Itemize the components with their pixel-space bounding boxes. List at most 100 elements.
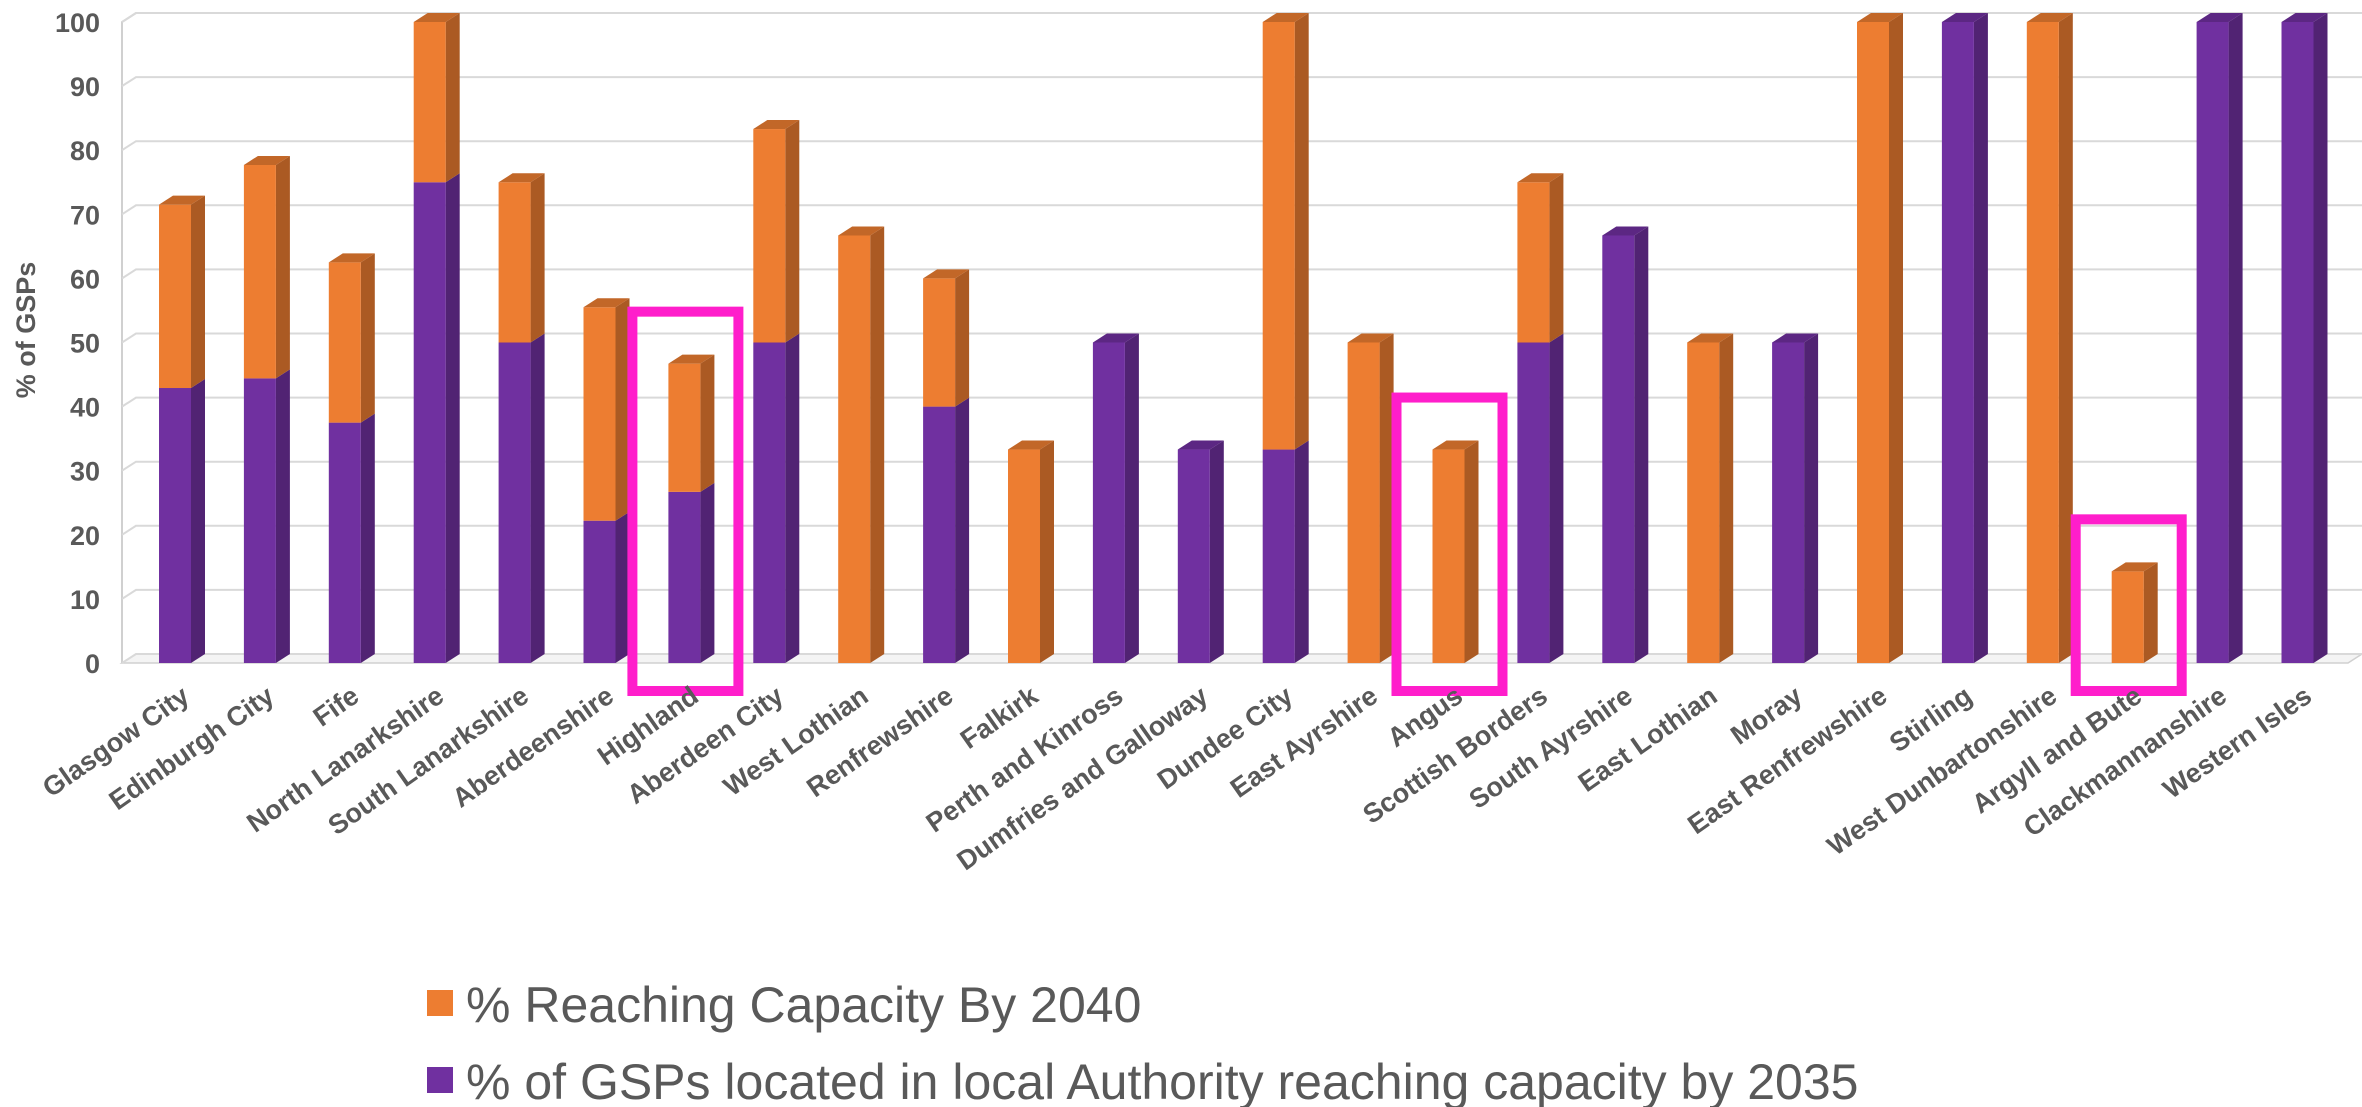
- bar-segment-top: [1857, 13, 1903, 22]
- bar-group: [838, 226, 885, 663]
- bar-segment-top: [668, 354, 715, 364]
- bar-segment-side: [2143, 562, 2158, 663]
- bar-segment-top: [328, 253, 375, 263]
- bar-group: [923, 269, 970, 663]
- bar-segment-side: [530, 333, 545, 663]
- bar-segment: [498, 182, 531, 343]
- bars: [159, 13, 2328, 663]
- bar-segment: [1602, 235, 1635, 663]
- highlight-box: [1391, 392, 1508, 696]
- bar-segment-side: [360, 413, 375, 663]
- bar-segment: [1347, 342, 1380, 663]
- x-tick-label: West Lothian: [718, 680, 874, 802]
- y-tick-label: 0: [85, 649, 100, 679]
- legend: % Reaching Capacity By 2040 % of GSPs lo…: [427, 977, 1858, 1107]
- bar-segment-side: [1804, 333, 1819, 663]
- bar-group: [1857, 13, 1903, 663]
- bar-group: [1687, 333, 1734, 663]
- bar-segment-side: [1209, 440, 1224, 663]
- bar-segment: [328, 262, 361, 423]
- bar-group: [328, 253, 375, 663]
- bar-segment-side: [275, 369, 290, 663]
- bar-segment: [753, 129, 786, 343]
- bar-segment-top: [1772, 333, 1819, 343]
- bar-segment: [583, 520, 616, 663]
- y-tick-label: 100: [55, 8, 100, 38]
- bar-segment-top: [1602, 226, 1649, 236]
- bar-segment-top: [1432, 440, 1479, 450]
- x-tick-label: Western Isles: [2158, 680, 2317, 804]
- bar-group: [668, 354, 715, 663]
- bar-segment-top: [1092, 333, 1139, 343]
- bar-segment-side: [1549, 333, 1564, 663]
- bar-segment-side: [785, 333, 800, 663]
- y-tick-label: 30: [70, 457, 100, 487]
- bar-segment: [2281, 22, 2314, 663]
- bar-group: [583, 298, 630, 663]
- bar-segment-side: [191, 379, 205, 663]
- bar-segment-side: [2313, 13, 2328, 663]
- legend-label-2035: % of GSPs located in local Authority rea…: [466, 1054, 1858, 1107]
- bar-segment-top: [159, 195, 205, 205]
- bar-segment-side: [191, 195, 205, 389]
- bar-segment: [1772, 342, 1805, 663]
- bar-segment-side: [1549, 173, 1564, 343]
- bar-segment-top: [1262, 13, 1309, 22]
- y-tick-label: 10: [70, 585, 100, 615]
- gridline: [121, 76, 2362, 87]
- bar-segment: [243, 164, 276, 379]
- bar-segment: [753, 342, 786, 663]
- bar-segment-side: [615, 298, 630, 521]
- bar-segment-top: [1008, 440, 1054, 450]
- bar-group: [159, 195, 205, 663]
- bar-segment-side: [2228, 13, 2243, 663]
- bar-segment-top: [413, 13, 460, 22]
- highlight-boxes: [627, 306, 2187, 696]
- bar-segment-side: [700, 482, 715, 663]
- bar-segment: [583, 307, 616, 521]
- bar-segment-side: [1719, 333, 1734, 663]
- highlight-box: [627, 306, 744, 696]
- bar-segment-side: [360, 253, 375, 423]
- bar-group: [1262, 13, 1309, 663]
- legend-item-2040: % Reaching Capacity By 2040: [427, 977, 1141, 1033]
- bar-group: [498, 173, 545, 663]
- gridline: [121, 204, 2362, 216]
- y-axis-ticks: 0 10 20 30 40 50 60 70 80 90 100: [55, 8, 100, 679]
- y-tick-label: 40: [70, 393, 100, 423]
- bar-group: [1347, 333, 1394, 663]
- bar-group: [2281, 13, 2328, 663]
- bar-segment-side: [2058, 13, 2073, 663]
- x-tick-label: Renfrewshire: [801, 680, 958, 803]
- x-tick-label: East Ayrshire: [1225, 680, 1383, 803]
- bar-segment: [1857, 22, 1889, 663]
- bar-segment-top: [2196, 13, 2243, 22]
- bar-segment-side: [445, 173, 460, 663]
- bar-segment-side: [1889, 13, 1903, 663]
- bar-segment-side: [700, 354, 715, 492]
- bar-segment-side: [1973, 13, 1988, 663]
- bar-group: [1941, 13, 1988, 663]
- bar-group: [1432, 440, 1479, 663]
- bar-segment-top: [498, 173, 545, 183]
- bar-group: [753, 120, 800, 663]
- bar-segment: [668, 491, 701, 663]
- y-tick-label: 20: [70, 521, 100, 551]
- bar-group: [1092, 333, 1139, 663]
- y-tick-label: 50: [70, 329, 100, 359]
- bar-group: [2026, 13, 2073, 663]
- bar-group: [1602, 226, 1649, 663]
- bar-segment-top: [1687, 333, 1734, 343]
- bar-segment: [1262, 22, 1295, 450]
- highlight-box: [2070, 514, 2187, 696]
- bar-segment: [498, 342, 531, 663]
- y-tick-label: 70: [70, 200, 100, 230]
- bar-segment: [668, 363, 701, 492]
- bar-segment: [1687, 342, 1720, 663]
- bar-segment-side: [1294, 13, 1309, 450]
- bar-segment-top: [1517, 173, 1564, 183]
- bar-group: [243, 155, 290, 663]
- bar-segment-top: [838, 226, 885, 236]
- bar-segment-top: [2111, 562, 2158, 572]
